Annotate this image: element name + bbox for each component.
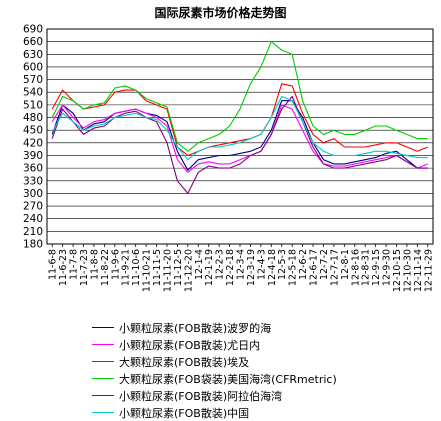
legend-swatch xyxy=(92,327,114,328)
legend-label: 小颗粒尿素(FOB散装)阿拉伯海湾 xyxy=(119,390,283,403)
legend-label: 大颗粒尿素(FOB袋装)美国海湾(CFRmetric) xyxy=(119,373,337,386)
legend-label: 大颗粒尿素(FOB散装)埃及 xyxy=(119,356,250,369)
x-tick-label: 11-9-21 xyxy=(121,249,132,286)
x-tick-label: 11-12-5 xyxy=(173,249,184,286)
series-lines xyxy=(51,41,429,194)
chart-title: 国际尿素市场价格走势图 xyxy=(154,6,287,20)
y-tick-label: 660 xyxy=(23,36,43,48)
legend-label: 小颗粒尿素(FOB散装)尤日内 xyxy=(119,339,261,352)
y-tick-label: 240 xyxy=(23,213,43,225)
series-line-1 xyxy=(51,104,429,173)
y-tick-label: 210 xyxy=(23,226,43,238)
x-tick-label: 12-9-15 xyxy=(371,249,382,286)
x-tick-label: 12-10-30 xyxy=(402,249,413,292)
legend-swatch xyxy=(92,395,114,396)
x-tick-label: 11-8-22 xyxy=(100,249,111,286)
x-tick-label: 12-2-3 xyxy=(215,249,226,280)
x-tick-label: 12-11-29 xyxy=(423,249,434,292)
x-tick-label: 12-4-3 xyxy=(256,249,267,280)
y-tick-label: 450 xyxy=(23,125,43,137)
axes xyxy=(46,28,434,245)
y-tick-label: 420 xyxy=(23,137,43,149)
legend-swatch xyxy=(92,344,114,345)
series-line-3 xyxy=(51,41,428,152)
x-tick-label: 11-12-20 xyxy=(183,249,194,292)
y-tick-label: 540 xyxy=(23,87,43,99)
series-line-2 xyxy=(51,83,429,157)
x-tick-label: 12-10-15 xyxy=(392,249,403,292)
x-tick-label: 12-5-3 xyxy=(277,249,288,280)
y-tick-label: 270 xyxy=(23,201,43,213)
y-tick-label: 570 xyxy=(23,74,43,86)
legend-label: 小颗粒尿素(FOB散装)中国 xyxy=(119,407,250,420)
series-line-4 xyxy=(51,95,428,194)
x-tick-label: 12-8-1 xyxy=(340,249,351,280)
x-tick-label: 12-9-30 xyxy=(382,249,393,286)
y-tick-label: 480 xyxy=(23,112,43,124)
y-tick-label: 510 xyxy=(23,99,43,111)
x-tick-label: 12-3-19 xyxy=(246,249,257,286)
y-tick-label: 630 xyxy=(23,49,43,61)
y-tick-label: 360 xyxy=(23,163,43,175)
x-tick-label: 11-11-5 xyxy=(152,249,163,286)
legend-swatch xyxy=(92,361,114,362)
x-tick-label: 12-2-18 xyxy=(225,249,236,286)
x-tick-label: 12-11-14 xyxy=(413,249,424,292)
y-tick-label: 600 xyxy=(23,61,43,73)
y-axis-ticks: 1802102402703003303603904204504805105405… xyxy=(23,24,43,251)
x-tick-label: 12-1-19 xyxy=(204,249,215,286)
y-tick-label: 300 xyxy=(23,188,43,200)
x-axis-ticks: 11-6-8 11-6-23 11-7-8 11-7-23 11-8-8 11-8-22 1… xyxy=(48,244,434,292)
x-tick-label: 11-10-21 xyxy=(142,249,153,292)
x-tick-label: 11-10-6 xyxy=(131,249,142,286)
x-tick-label: 12-4-18 xyxy=(267,249,278,286)
y-tick-label: 390 xyxy=(23,150,43,162)
y-tick-label: 690 xyxy=(23,24,43,36)
x-tick-label: 11-9-6 xyxy=(110,249,121,280)
y-tick-label: 180 xyxy=(23,239,43,251)
x-tick-label: 11-8-8 xyxy=(89,249,100,280)
x-tick-label: 12-8-31 xyxy=(361,249,372,286)
x-tick-label: 11-6-8 xyxy=(48,249,59,280)
x-tick-label: 11-11-20 xyxy=(162,249,173,292)
x-tick-label: 11-7-8 xyxy=(69,249,80,280)
x-tick-label: 12-1-4 xyxy=(194,249,205,280)
legend-label: 小颗粒尿素(FOB散装)波罗的海 xyxy=(119,322,272,335)
x-tick-label: 12-5-18 xyxy=(288,249,299,286)
x-tick-label: 12-3-4 xyxy=(236,249,247,280)
x-tick-label: 11-6-23 xyxy=(58,249,69,286)
x-tick-label: 12-7-2 xyxy=(319,249,330,280)
plot-frame xyxy=(46,28,434,245)
legend-swatch xyxy=(92,412,114,413)
y-tick-label: 330 xyxy=(23,175,43,187)
x-tick-label: 12-6-2 xyxy=(298,249,309,280)
grid xyxy=(47,28,433,245)
x-tick-label: 12-7-17 xyxy=(329,249,340,286)
series-line-5 xyxy=(51,95,428,161)
x-tick-label: 12-6-17 xyxy=(309,249,320,286)
x-tick-label: 11-7-23 xyxy=(79,249,90,286)
legend-swatch xyxy=(92,378,114,379)
x-tick-label: 12-8-16 xyxy=(350,249,361,286)
